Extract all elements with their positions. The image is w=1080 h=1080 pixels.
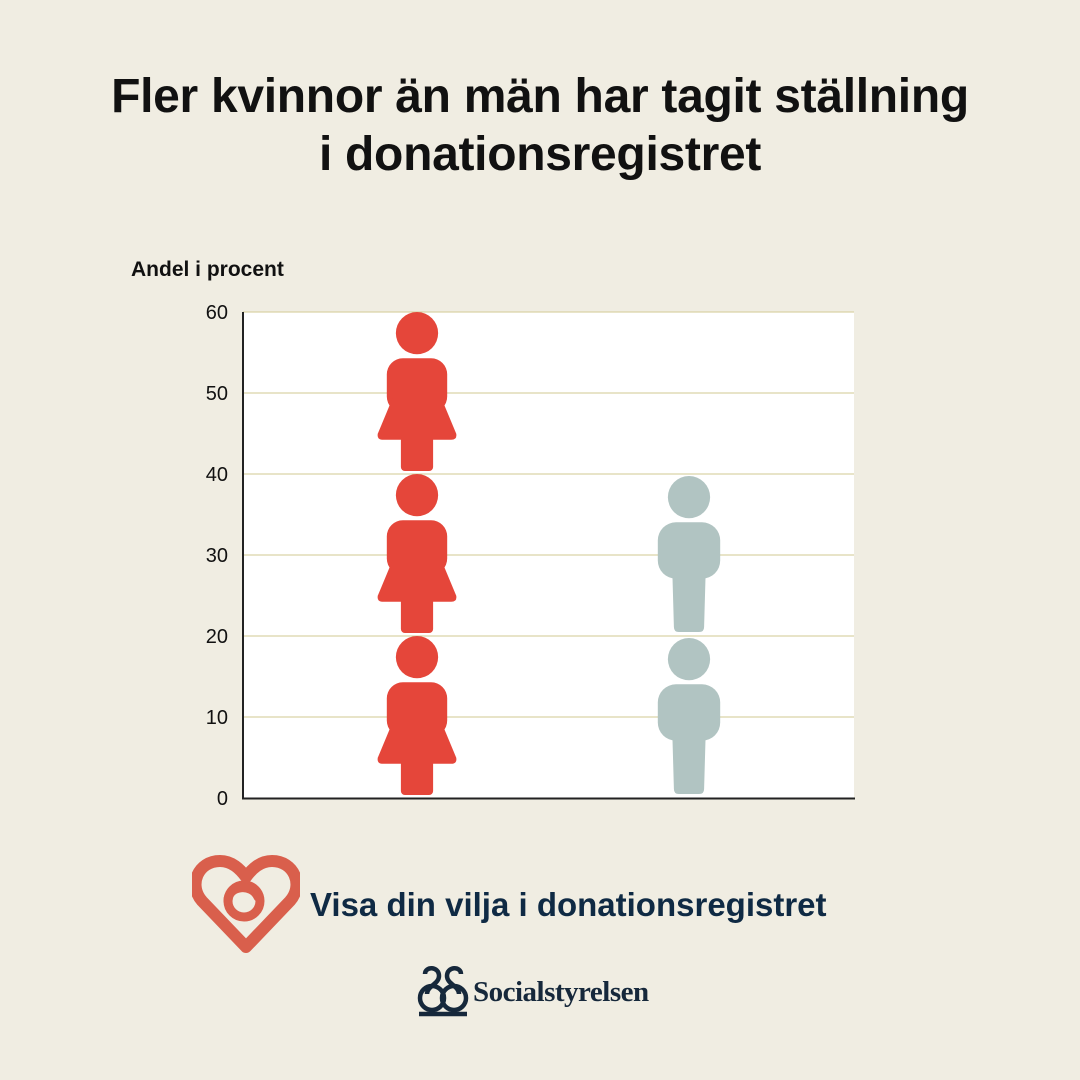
brand-name: Socialstyrelsen: [473, 975, 649, 1008]
y-tick-label-60: 60: [206, 302, 228, 324]
y-tick-label-10: 10: [206, 707, 228, 729]
y-tick-labels: 0 10 20 30 40 50 60: [206, 302, 228, 810]
pictograph-icons: [377, 312, 721, 795]
y-tick-label-0: 0: [217, 788, 228, 810]
heart-link-icon: [192, 855, 300, 953]
y-tick-label-20: 20: [206, 626, 228, 648]
cta-text: Visa din vilja i donationsregistret: [310, 886, 827, 923]
y-tick-label-30: 30: [206, 545, 228, 567]
cta-banner: Visa din vilja i donationsregistret: [192, 855, 827, 955]
socialstyrelsen-logo-icon: [417, 966, 469, 1017]
brand-logo: Socialstyrelsen: [415, 962, 649, 1022]
male-figure-icon-2: [657, 476, 721, 632]
title-line-2: i donationsregistret: [318, 128, 762, 181]
y-tick-label-40: 40: [206, 464, 228, 486]
y-tick-label-50: 50: [206, 383, 228, 405]
female-figure-icon-1: [377, 636, 457, 795]
female-figure-icon-2: [377, 474, 457, 633]
female-figure-icon-3: [377, 312, 457, 471]
chart-title: Fler kvinnor än män har tagit ställning …: [0, 68, 1080, 184]
gridlines: [243, 311, 854, 718]
title-line-1: Fler kvinnor än män har tagit ställning: [111, 70, 969, 123]
y-axis-label: Andel i procent: [131, 258, 284, 281]
male-figure-icon-1: [657, 638, 721, 794]
